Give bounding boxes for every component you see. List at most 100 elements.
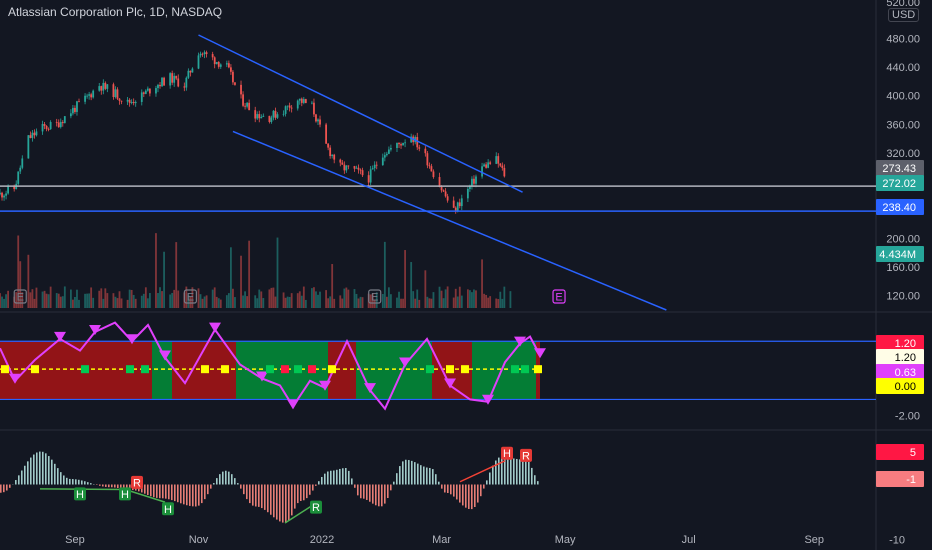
band-cell xyxy=(156,341,160,400)
band-cell xyxy=(256,341,260,400)
volume-bar xyxy=(163,251,165,308)
volume-bar xyxy=(157,293,159,308)
pivot-label: R xyxy=(522,450,530,462)
candle-body xyxy=(76,101,78,112)
signal-dot xyxy=(31,365,39,374)
signal-dot xyxy=(294,365,302,374)
candle-body xyxy=(339,159,342,163)
histogram-bar xyxy=(9,484,11,488)
histogram-bar xyxy=(336,469,338,485)
volume-bar xyxy=(347,289,350,308)
histogram-bar xyxy=(57,468,59,485)
candle-body xyxy=(311,102,313,104)
volume-bar xyxy=(201,298,204,308)
band-cell xyxy=(72,341,76,400)
histogram-bar xyxy=(156,484,158,498)
histogram-bar xyxy=(48,456,50,485)
volume-bar xyxy=(41,291,44,308)
band-cell xyxy=(192,341,196,400)
band-cell xyxy=(88,341,92,400)
band-cell xyxy=(508,341,512,400)
volume-bar xyxy=(15,292,18,308)
volume-bar xyxy=(400,298,402,308)
histogram-bar xyxy=(21,470,23,485)
band-cell xyxy=(136,341,140,400)
candle-body xyxy=(341,162,344,165)
band-cell xyxy=(92,341,96,400)
histogram-bar xyxy=(39,451,41,485)
histogram-bar xyxy=(363,484,365,499)
volume-bar xyxy=(92,297,95,308)
histogram-bar xyxy=(438,481,440,485)
currency-badge[interactable]: USD xyxy=(888,8,920,22)
triangle-marker xyxy=(364,383,376,394)
volume-bar xyxy=(475,290,477,308)
histogram-bar xyxy=(426,467,428,485)
signal-dot xyxy=(521,365,529,374)
pivot-badge xyxy=(501,446,513,460)
volume-bar xyxy=(144,287,147,308)
candle-body xyxy=(473,178,475,184)
candle-body xyxy=(7,186,10,194)
band-cell xyxy=(436,341,440,400)
volume-bar xyxy=(175,242,178,308)
histogram-bar xyxy=(405,459,407,485)
candle-body xyxy=(98,86,101,91)
candle-body xyxy=(260,116,263,119)
volume-bar xyxy=(442,298,445,308)
volume-bar xyxy=(355,293,358,308)
volume-bar xyxy=(148,293,151,308)
histogram-bar xyxy=(168,484,170,500)
signal-dot xyxy=(461,365,469,374)
band-cell xyxy=(324,341,328,400)
triangle-marker xyxy=(89,324,101,335)
candle-body xyxy=(31,132,34,138)
triangle-marker xyxy=(514,336,526,347)
candle-body xyxy=(33,132,36,136)
histogram-bar xyxy=(531,467,533,485)
volume-bar xyxy=(232,288,234,308)
histogram-bar xyxy=(477,484,479,503)
histogram-bar xyxy=(111,484,113,488)
pivot-label: H xyxy=(164,504,172,516)
volume-bar xyxy=(197,288,200,308)
volume-bar xyxy=(412,291,415,308)
earnings-label: E xyxy=(187,292,194,304)
candle-body xyxy=(329,147,332,157)
candle-body xyxy=(347,165,350,167)
candle-body xyxy=(163,77,165,86)
candle-body xyxy=(5,193,7,196)
triangle-marker xyxy=(482,394,494,405)
signal-dot xyxy=(221,365,229,374)
volume-bar xyxy=(416,289,419,308)
pivot-badge xyxy=(119,487,131,501)
band-cell xyxy=(356,341,360,400)
histogram-bar xyxy=(507,457,509,485)
signal-dot xyxy=(141,365,149,374)
band-cell xyxy=(108,341,112,400)
band-cell xyxy=(96,341,100,400)
triangle-marker xyxy=(319,380,331,391)
candle-body xyxy=(428,165,431,167)
candle-body xyxy=(424,148,427,154)
band-cell xyxy=(336,341,340,400)
price-tick: 200.00 xyxy=(886,234,920,246)
volume-bar xyxy=(173,289,176,308)
time-tick: Nov xyxy=(189,534,209,546)
band-cell xyxy=(100,341,104,400)
pivot-badge xyxy=(74,487,86,501)
candle-body xyxy=(142,92,145,94)
candle-body xyxy=(438,177,441,187)
volume-bar xyxy=(385,296,388,308)
volume-bar xyxy=(503,286,506,308)
volume-bar xyxy=(84,293,86,308)
band-cell xyxy=(240,341,244,400)
volume-bar xyxy=(260,291,263,308)
histogram-bar xyxy=(528,462,530,485)
volume-bar xyxy=(159,287,161,308)
volume-bar xyxy=(177,290,180,308)
candle-body xyxy=(456,202,459,212)
candle-body xyxy=(369,169,372,183)
histogram-bar xyxy=(225,470,227,485)
